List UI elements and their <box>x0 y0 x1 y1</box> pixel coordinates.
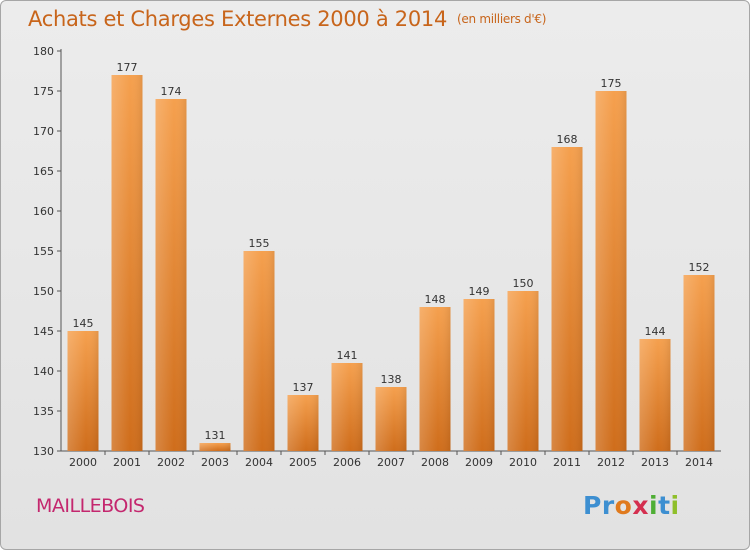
data-label: 149 <box>469 285 490 298</box>
bar-shine <box>111 75 143 451</box>
x-tick-label: 2004 <box>245 456 273 469</box>
logo-part-2: o <box>614 491 633 520</box>
logo-part-4: i <box>648 491 659 520</box>
chart-unit: (en milliers d'€) <box>457 12 547 26</box>
bar-shine <box>287 395 319 451</box>
data-label: 155 <box>249 237 270 250</box>
logo-part-3: x <box>632 491 649 520</box>
x-tick-label: 2005 <box>289 456 317 469</box>
x-tick-label: 2014 <box>685 456 713 469</box>
axes: 130 135 140 145 150 155 160 165 170 175 180 2000 200… <box>33 45 721 469</box>
x-tick-label: 2001 <box>113 456 141 469</box>
bar-shine <box>595 91 627 451</box>
x-tick-label: 2013 <box>641 456 669 469</box>
data-label: 152 <box>689 261 710 274</box>
x-tick-label: 2003 <box>201 456 229 469</box>
data-label: 168 <box>557 133 578 146</box>
x-tick-label: 2007 <box>377 456 405 469</box>
y-tick-label: 165 <box>33 165 54 178</box>
x-tick-label: 2010 <box>509 456 537 469</box>
y-tick-label: 175 <box>33 85 54 98</box>
y-tick-label: 135 <box>33 405 54 418</box>
bar-shine <box>639 339 671 451</box>
bar-shine <box>67 331 99 451</box>
chart-title-text: Achats et Charges Externes 2000 à 2014 <box>28 7 448 31</box>
y-tick-label: 160 <box>33 205 54 218</box>
bar-shine <box>199 443 231 451</box>
data-label: 177 <box>117 61 138 74</box>
y-tick-label: 140 <box>33 365 54 378</box>
y-tick-label: 150 <box>33 285 54 298</box>
logo-part-5: t <box>658 491 671 520</box>
bars: 145 177 174 131 155 137 141 138 148 149 150 168 175 1… <box>67 61 715 451</box>
x-tick-label: 2011 <box>553 456 581 469</box>
logo-part-1: Pr <box>583 491 615 520</box>
x-tick-label: 2000 <box>69 456 97 469</box>
bar-shine <box>507 291 539 451</box>
data-label: 150 <box>513 277 534 290</box>
place-name: MAILLEBOIS <box>36 495 145 517</box>
x-tick-label: 2012 <box>597 456 625 469</box>
chart-title: Achats et Charges Externes 2000 à 2014 (e… <box>28 7 546 31</box>
y-tick-label: 180 <box>33 45 54 58</box>
data-label: 131 <box>205 429 226 442</box>
x-tick-label: 2006 <box>333 456 361 469</box>
y-tick-label: 130 <box>33 445 54 458</box>
data-label: 137 <box>293 381 314 394</box>
x-tick-label: 2008 <box>421 456 449 469</box>
bar-shine <box>419 307 451 451</box>
data-label: 175 <box>601 77 622 90</box>
data-label: 145 <box>73 317 94 330</box>
data-label: 141 <box>337 349 358 362</box>
bar-shine <box>551 147 583 451</box>
y-tick-label: 170 <box>33 125 54 138</box>
data-label: 138 <box>381 373 402 386</box>
y-tick-label: 155 <box>33 245 54 258</box>
logo-part-6: i <box>670 491 680 520</box>
y-tick-label: 145 <box>33 325 54 338</box>
bar-shine <box>463 299 495 451</box>
x-tick-label: 2002 <box>157 456 185 469</box>
x-tick-label: 2009 <box>465 456 493 469</box>
data-label: 144 <box>645 325 666 338</box>
bar-shine <box>155 99 187 451</box>
bar-shine <box>331 363 363 451</box>
data-label: 174 <box>161 85 182 98</box>
proxiti-logo: Proxiti <box>583 491 680 520</box>
data-label: 148 <box>425 293 446 306</box>
bar-shine <box>243 251 275 451</box>
bar-shine <box>375 387 407 451</box>
bar-shine <box>683 275 715 451</box>
